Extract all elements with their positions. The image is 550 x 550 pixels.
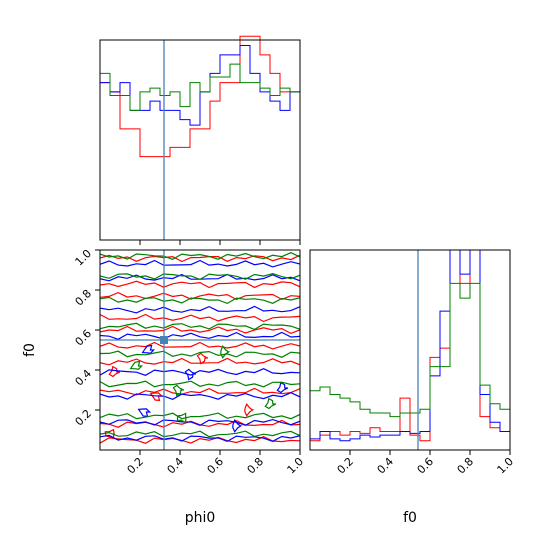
contour-line-red bbox=[100, 357, 300, 366]
contour-island-green bbox=[176, 412, 187, 424]
contour-island-green bbox=[264, 397, 277, 410]
contour-line-blue bbox=[100, 392, 300, 400]
contour-island-green bbox=[129, 360, 143, 370]
contour-island-blue bbox=[184, 368, 197, 381]
phi0-histogram-frame bbox=[99, 39, 301, 241]
contour-island-blue bbox=[137, 408, 152, 418]
contour-line-green bbox=[100, 296, 300, 305]
contour-line-green bbox=[100, 322, 300, 331]
contour-line-blue bbox=[100, 305, 300, 314]
contour-line-red bbox=[100, 387, 300, 396]
contour-line-blue bbox=[100, 418, 300, 427]
contour-truth-marker bbox=[160, 336, 168, 344]
contour-island-blue bbox=[141, 344, 155, 354]
phi0-histogram-panel bbox=[99, 35, 301, 245]
contour-line-blue bbox=[100, 259, 300, 268]
contour-line-green bbox=[100, 430, 300, 438]
contour-island-red bbox=[149, 392, 164, 402]
contour-line-red bbox=[100, 313, 300, 323]
phi0-histogram-green bbox=[99, 63, 300, 240]
f0-histogram-series bbox=[310, 250, 510, 450]
contour-line-green bbox=[100, 272, 300, 281]
contour-island-red bbox=[108, 365, 121, 378]
contour-line-red bbox=[100, 341, 300, 350]
contour-line-blue bbox=[100, 368, 300, 376]
contour-line-green bbox=[100, 380, 300, 388]
contour-line-green bbox=[100, 252, 300, 260]
contour-xlabel: phi0 bbox=[185, 510, 216, 526]
contour-island-red bbox=[196, 352, 209, 365]
phi0-histogram-series bbox=[99, 35, 300, 240]
contour-line-blue bbox=[100, 434, 300, 443]
contour-line-red bbox=[100, 291, 300, 301]
contour-line-red bbox=[100, 280, 300, 289]
contour-island-blue bbox=[232, 419, 243, 433]
contour-island-green bbox=[220, 345, 231, 359]
f0-histogram-green bbox=[310, 282, 510, 450]
contour-line-blue bbox=[100, 331, 300, 340]
contour-line-red bbox=[100, 325, 300, 335]
phi0-histogram-blue bbox=[99, 45, 300, 240]
f0-histogram-blue bbox=[310, 250, 510, 450]
f0-xlabel: f0 bbox=[403, 510, 417, 526]
phi0-histogram-xticks bbox=[139, 240, 301, 245]
contour-line-green bbox=[100, 350, 300, 358]
contour-frame bbox=[99, 249, 301, 451]
f0-histogram-red bbox=[310, 250, 510, 450]
contour-island-green bbox=[172, 384, 185, 397]
contour-island-blue bbox=[276, 381, 289, 394]
contour-ylabel: f0 bbox=[22, 343, 38, 357]
phi0-histogram-red bbox=[99, 35, 300, 240]
contour-island-red bbox=[244, 403, 255, 417]
contour-line-green bbox=[100, 412, 300, 420]
f0-histogram-frame bbox=[309, 249, 511, 451]
contour-series bbox=[100, 252, 300, 444]
